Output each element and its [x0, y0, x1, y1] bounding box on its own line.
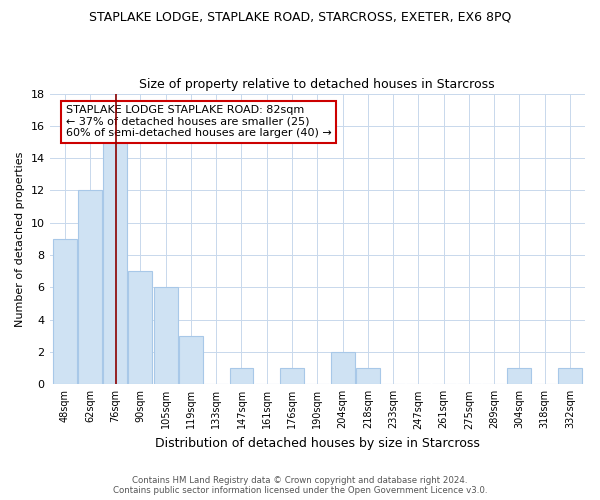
Bar	[179, 336, 203, 384]
Bar	[356, 368, 380, 384]
Bar	[78, 190, 102, 384]
Bar	[154, 288, 178, 384]
Title: Size of property relative to detached houses in Starcross: Size of property relative to detached ho…	[139, 78, 495, 91]
Bar	[128, 271, 152, 384]
Bar	[280, 368, 304, 384]
Bar	[53, 239, 77, 384]
Bar	[103, 142, 127, 384]
Text: STAPLAKE LODGE, STAPLAKE ROAD, STARCROSS, EXETER, EX6 8PQ: STAPLAKE LODGE, STAPLAKE ROAD, STARCROSS…	[89, 10, 511, 23]
Text: STAPLAKE LODGE STAPLAKE ROAD: 82sqm
← 37% of detached houses are smaller (25)
60: STAPLAKE LODGE STAPLAKE ROAD: 82sqm ← 37…	[65, 105, 331, 138]
Bar	[331, 352, 355, 384]
Y-axis label: Number of detached properties: Number of detached properties	[15, 151, 25, 326]
Bar	[558, 368, 582, 384]
Text: Contains HM Land Registry data © Crown copyright and database right 2024.
Contai: Contains HM Land Registry data © Crown c…	[113, 476, 487, 495]
Bar	[230, 368, 253, 384]
Bar	[508, 368, 532, 384]
X-axis label: Distribution of detached houses by size in Starcross: Distribution of detached houses by size …	[155, 437, 480, 450]
